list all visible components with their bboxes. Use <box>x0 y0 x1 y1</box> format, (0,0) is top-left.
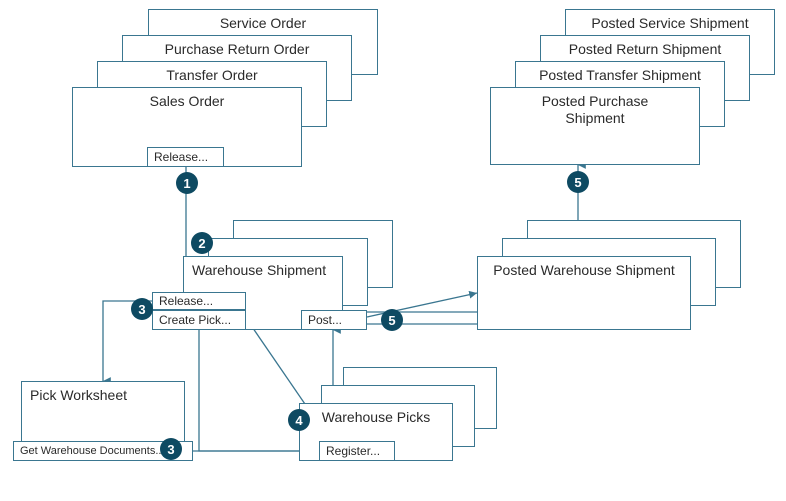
label: Create Pick... <box>159 313 231 327</box>
step-2: 2 <box>191 232 213 254</box>
action-register: Register... <box>319 441 395 461</box>
label: Service Order <box>220 15 306 31</box>
action-post: Post... <box>301 310 367 330</box>
label: Warehouse Shipment <box>192 262 326 278</box>
label: Sales Order <box>150 93 225 109</box>
num: 4 <box>295 413 302 428</box>
label: Pick Worksheet <box>30 387 127 403</box>
label: Posted Purchase Shipment <box>530 93 660 127</box>
num: 3 <box>138 302 145 317</box>
action-create-pick: Create Pick... <box>152 310 246 330</box>
label: Posted Warehouse Shipment <box>493 262 675 278</box>
step-5b: 5 <box>567 171 589 193</box>
label: Posted Return Shipment <box>569 41 722 57</box>
label: Transfer Order <box>166 67 257 83</box>
label: Get Warehouse Documents... <box>20 445 165 457</box>
num: 5 <box>574 175 581 190</box>
step-5a: 5 <box>381 309 403 331</box>
num: 2 <box>198 236 205 251</box>
action-release-source: Release... <box>147 147 224 167</box>
card-posted-whse-shipment: Posted Warehouse Shipment <box>477 256 691 330</box>
step-3b: 3 <box>160 438 182 460</box>
label: Release... <box>154 150 208 164</box>
num: 1 <box>183 176 190 191</box>
step-1: 1 <box>176 172 198 194</box>
label: Register... <box>326 444 380 458</box>
label: Release... <box>159 294 213 308</box>
num: 5 <box>388 313 395 328</box>
step-3a: 3 <box>131 298 153 320</box>
label: Posted Service Shipment <box>591 15 748 31</box>
label: Warehouse Picks <box>322 409 430 425</box>
card-posted-purchase-shipment: Posted Purchase Shipment <box>490 87 700 165</box>
action-release-whse: Release... <box>152 292 246 310</box>
label: Posted Transfer Shipment <box>539 67 701 83</box>
label: Purchase Return Order <box>165 41 310 57</box>
label: Post... <box>308 313 342 327</box>
step-4: 4 <box>288 409 310 431</box>
num: 3 <box>167 442 174 457</box>
